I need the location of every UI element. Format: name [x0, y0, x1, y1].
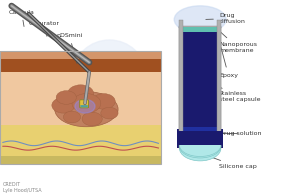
Text: Cannula: Cannula: [9, 10, 35, 27]
Ellipse shape: [179, 135, 221, 158]
Circle shape: [72, 94, 101, 113]
Ellipse shape: [55, 92, 118, 127]
Ellipse shape: [75, 99, 95, 113]
FancyBboxPatch shape: [183, 27, 217, 32]
FancyBboxPatch shape: [183, 27, 217, 138]
Ellipse shape: [73, 40, 145, 108]
Circle shape: [56, 91, 76, 104]
Ellipse shape: [174, 6, 226, 33]
Text: Drug
diffusion: Drug diffusion: [206, 13, 246, 24]
Text: Stainless
steel capsule: Stainless steel capsule: [219, 88, 260, 102]
Circle shape: [63, 111, 81, 123]
FancyBboxPatch shape: [179, 142, 183, 148]
FancyBboxPatch shape: [0, 125, 161, 160]
FancyBboxPatch shape: [183, 28, 217, 32]
FancyBboxPatch shape: [0, 72, 161, 127]
Text: CREDIT
Lyle Hood/UTSA: CREDIT Lyle Hood/UTSA: [3, 182, 41, 193]
FancyBboxPatch shape: [217, 27, 221, 146]
FancyBboxPatch shape: [183, 28, 217, 32]
FancyBboxPatch shape: [183, 127, 217, 138]
Ellipse shape: [179, 136, 221, 161]
Circle shape: [52, 98, 75, 113]
Text: nDSmini: nDSmini: [56, 33, 83, 64]
FancyBboxPatch shape: [80, 100, 88, 108]
FancyBboxPatch shape: [177, 132, 223, 145]
FancyBboxPatch shape: [179, 26, 221, 28]
Circle shape: [82, 112, 102, 126]
Ellipse shape: [179, 134, 221, 156]
Text: Epoxy: Epoxy: [218, 37, 238, 78]
FancyBboxPatch shape: [183, 27, 217, 138]
FancyBboxPatch shape: [179, 20, 183, 146]
FancyBboxPatch shape: [80, 105, 88, 107]
FancyBboxPatch shape: [0, 51, 161, 58]
FancyBboxPatch shape: [179, 27, 183, 146]
FancyBboxPatch shape: [0, 156, 161, 164]
FancyBboxPatch shape: [217, 20, 221, 146]
FancyBboxPatch shape: [0, 53, 161, 72]
Text: Obturator: Obturator: [29, 21, 60, 36]
Circle shape: [68, 85, 94, 102]
FancyBboxPatch shape: [183, 27, 217, 32]
FancyBboxPatch shape: [177, 131, 223, 146]
FancyBboxPatch shape: [177, 129, 223, 148]
Text: Silicone cap: Silicone cap: [203, 154, 257, 169]
FancyBboxPatch shape: [217, 142, 221, 148]
Text: Nanoporous
membrane: Nanoporous membrane: [219, 31, 257, 53]
Text: Drug solution: Drug solution: [219, 131, 262, 136]
Circle shape: [92, 94, 115, 109]
Circle shape: [101, 107, 118, 119]
